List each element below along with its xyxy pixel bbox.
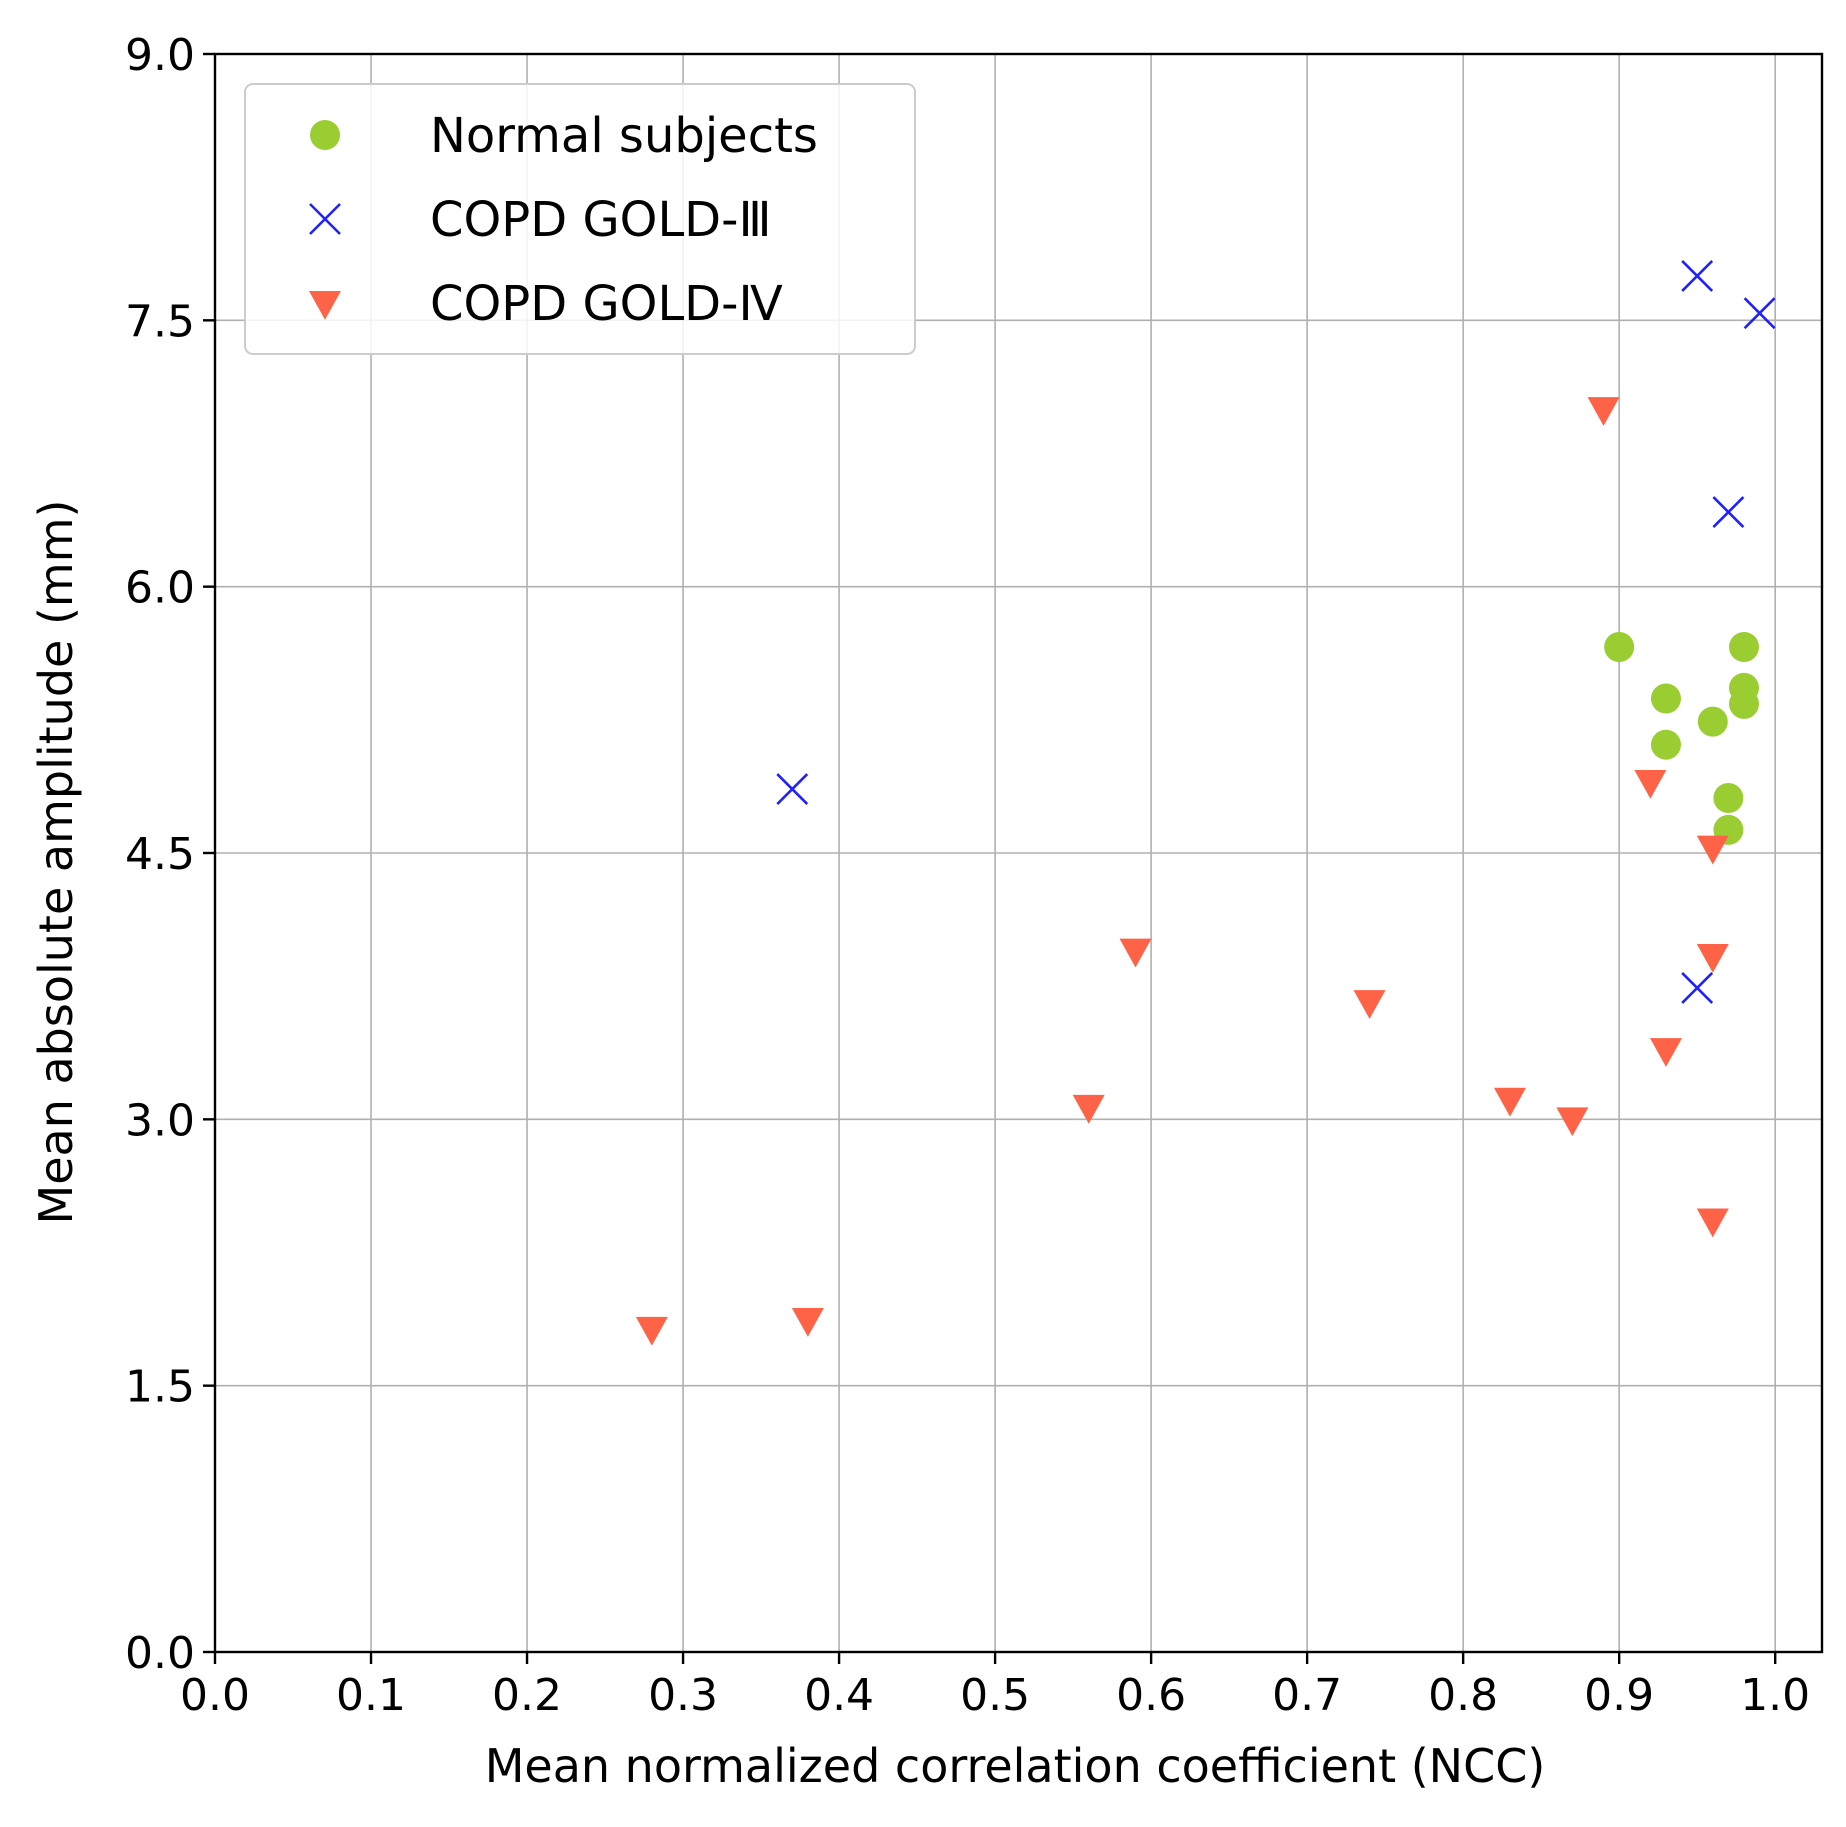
gold-iv-point (1696, 835, 1729, 865)
x-tick-label: 0.3 (648, 1670, 718, 1721)
y-axis-label: Mean absolute amplitude (mm) (29, 500, 83, 1225)
normal-subject-point (1650, 729, 1681, 760)
x-stroke (1712, 496, 1745, 529)
y-tick-label: 3.0 (125, 1095, 195, 1146)
legend: Normal subjects COPD GOLD-Ⅲ COPD GOLD-Ⅳ (244, 83, 916, 355)
axes: 0.0 0.1 0.2 0.3 0.4 0.5 0.6 0.7 0.8 0.9 1.0 0.0 1.5 3… (125, 30, 1824, 1721)
gold-iv-point (1649, 1038, 1682, 1067)
x-tick-label: 0.1 (336, 1670, 406, 1721)
gold-iv-point (1072, 1094, 1105, 1124)
x-tick-label: 0.4 (804, 1670, 874, 1721)
normal-subject-point (1604, 632, 1635, 663)
y-tick-label: 1.5 (125, 1362, 195, 1413)
gold-iv-point (1696, 943, 1729, 973)
gold-iii-point (1681, 260, 1714, 292)
x-stroke (309, 203, 341, 235)
gold-iv-point (1634, 769, 1667, 799)
legend-label: COPD GOLD-Ⅲ (430, 192, 772, 248)
x-axis-label: Mean normalized correlation coefficient … (485, 1739, 1546, 1793)
gold-iv-point (1587, 397, 1620, 426)
legend-x-icon (309, 203, 341, 235)
legend-box (244, 83, 916, 355)
x-tick-label: 1.0 (1740, 1670, 1810, 1721)
gold-iv-point (1696, 1208, 1729, 1238)
gold-iii-point (1712, 496, 1745, 529)
data-points (635, 260, 1776, 1346)
y-tick-label: 6.0 (125, 563, 195, 614)
x-tick-label: 0.7 (1272, 1670, 1342, 1721)
normal-subject-point (1713, 782, 1744, 813)
y-tick-label: 9.0 (125, 30, 195, 81)
gold-iv-point (1119, 938, 1152, 968)
normal-subject-point (1728, 688, 1759, 719)
y-tick-label: 4.5 (125, 829, 195, 880)
y-tick-label: 0.0 (125, 1628, 195, 1679)
gold-iv-point (635, 1316, 668, 1346)
x-stroke (1681, 972, 1714, 1004)
plot-frame (213, 52, 1824, 1654)
x-stroke (1743, 297, 1776, 330)
gold-iv-point (1556, 1107, 1589, 1137)
normal-subject-point (1728, 632, 1759, 663)
gold-iii-point (1743, 297, 1776, 330)
normal-subject-point (1650, 683, 1681, 714)
x-stroke (1681, 260, 1714, 292)
legend-triangle-icon (309, 291, 341, 320)
gold-iii-point (1681, 972, 1714, 1004)
gold-iv-point (1493, 1087, 1526, 1117)
gold-iv-point (1353, 990, 1386, 1019)
x-tick-label: 0.8 (1428, 1670, 1498, 1721)
x-stroke (776, 773, 809, 805)
gold-iv-point (791, 1307, 824, 1337)
legend-label: COPD GOLD-Ⅳ (430, 276, 783, 332)
normal-subject-point (1697, 706, 1728, 737)
gold-iii-point (776, 773, 809, 805)
x-tick-label: 0.5 (960, 1670, 1030, 1721)
x-tick-label: 0.2 (492, 1670, 562, 1721)
x-tick-label: 0.6 (1116, 1670, 1186, 1721)
legend-label: Normal subjects (430, 108, 818, 164)
y-tick-label: 7.5 (125, 296, 195, 347)
x-tick-label: 0.0 (180, 1670, 250, 1721)
legend-circle-icon (310, 120, 340, 150)
x-tick-label: 0.9 (1584, 1670, 1654, 1721)
